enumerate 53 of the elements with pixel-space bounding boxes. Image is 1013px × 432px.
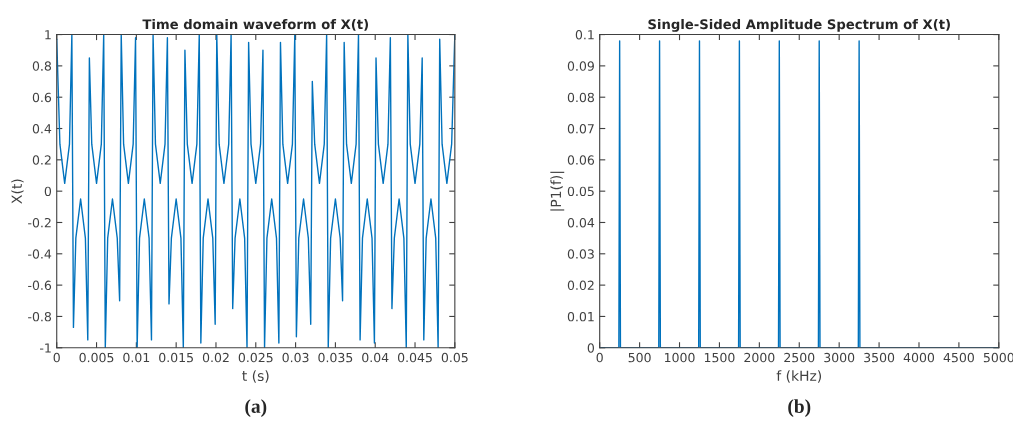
x-tick-label: 1500 [704, 352, 735, 363]
x-tick-label: 3000 [824, 352, 855, 363]
x-tick-label: 500 [628, 352, 651, 363]
y-tick-label: 0.8 [32, 61, 52, 71]
y-tick-label: 0.03 [567, 249, 594, 259]
x-tick-label: 4000 [903, 352, 935, 363]
chart-title: Time domain waveform of X(t) [142, 18, 369, 31]
x-tick-label: 0.04 [362, 352, 389, 363]
y-tick-label: 0.6 [32, 92, 52, 103]
text: (a) [245, 399, 267, 417]
y-tick-label: 0.2 [32, 155, 51, 165]
y-tick-label: -0.4 [28, 249, 52, 259]
x-tick-label: 0.03 [282, 352, 309, 363]
y-tick-label: 0.4 [32, 123, 52, 134]
y-tick-label: 0.02 [567, 280, 594, 291]
y-tick-label: 0.04 [567, 217, 595, 228]
y-tick-label: -0.6 [28, 280, 52, 291]
y-tick-label: 0.07 [567, 123, 594, 134]
y-tick-label: -1 [40, 343, 51, 353]
y-tick-label: 0.1 [575, 30, 594, 40]
x-axis-title: t (s) [242, 370, 269, 383]
y-tick-label: -0.8 [28, 311, 52, 322]
x-tick-label: 3500 [864, 352, 895, 363]
x-tick-label: 2000 [744, 352, 775, 363]
y-tick-label: 0.08 [567, 92, 594, 103]
x-tick-label: 0 [53, 352, 60, 363]
y-tick-label: 0.09 [567, 61, 594, 71]
y-tick-label: 0.01 [567, 311, 594, 322]
y-tick-label: 1 [45, 30, 51, 40]
x-tick-label: 0 [596, 352, 603, 363]
x-tick-label: 5000 [983, 352, 1013, 363]
x-tick-label: 0.045 [397, 352, 432, 363]
y-axis-title: |P1(f)| [550, 171, 565, 211]
x-tick-label: 2500 [784, 352, 815, 363]
x-tick-label: 0.02 [202, 352, 229, 363]
x-tick-label: 0.015 [159, 352, 193, 363]
x-tick-label: 1000 [664, 352, 695, 363]
y-tick-label: 0.06 [567, 155, 595, 165]
x-tick-label: 0.05 [441, 352, 468, 363]
x-tick-label: 0.035 [318, 352, 353, 363]
line-series [56, 34, 455, 348]
y-tick-label: 0.05 [567, 186, 594, 197]
x-tick-label: 0.01 [123, 352, 150, 363]
x-tick-label: 0.005 [79, 352, 114, 363]
y-tick-label: 0 [587, 343, 594, 353]
x-axis-title: f (kHz) [776, 370, 822, 383]
y-tick-label: -0.2 [28, 217, 51, 228]
chart-title: Single-Sided Amplitude Spectrum of X(t) [648, 18, 950, 32]
y-axis-title: X(t) [11, 179, 24, 204]
text: (b) [788, 399, 811, 417]
x-tick-label: 0.025 [238, 352, 273, 363]
x-tick-label: 4500 [943, 352, 974, 363]
y-tick-label: 0 [44, 186, 52, 197]
